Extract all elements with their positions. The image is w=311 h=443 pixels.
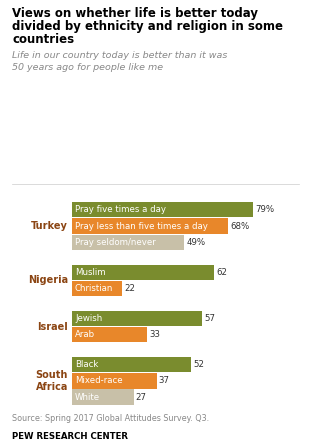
Text: Christian: Christian bbox=[75, 284, 113, 293]
Text: 37: 37 bbox=[159, 377, 170, 385]
Text: 49%: 49% bbox=[186, 238, 206, 247]
Text: Life in our country today is better than it was
50 years ago for people like me: Life in our country today is better than… bbox=[12, 51, 228, 72]
Text: Arab: Arab bbox=[75, 330, 95, 339]
Text: 27: 27 bbox=[136, 392, 147, 402]
Bar bbox=[72, 264, 214, 280]
Text: Source: Spring 2017 Global Attitudes Survey. Q3.: Source: Spring 2017 Global Attitudes Sur… bbox=[12, 414, 210, 423]
Text: Pray five times a day: Pray five times a day bbox=[75, 205, 166, 214]
Text: Israel: Israel bbox=[37, 322, 68, 331]
Text: Views on whether life is better today: Views on whether life is better today bbox=[12, 7, 258, 19]
Text: 62: 62 bbox=[216, 268, 227, 277]
Bar bbox=[72, 218, 228, 234]
Text: Jewish: Jewish bbox=[75, 314, 102, 323]
Text: Muslim: Muslim bbox=[75, 268, 106, 277]
Text: 79%: 79% bbox=[255, 205, 274, 214]
Bar bbox=[72, 202, 253, 218]
Text: divided by ethnicity and religion in some: divided by ethnicity and religion in som… bbox=[12, 20, 283, 33]
Text: 52: 52 bbox=[193, 360, 204, 369]
Bar bbox=[72, 327, 147, 342]
Text: countries: countries bbox=[12, 33, 75, 46]
Text: 57: 57 bbox=[205, 314, 216, 323]
Text: Pray less than five times a day: Pray less than five times a day bbox=[75, 222, 208, 230]
Text: PEW RESEARCH CENTER: PEW RESEARCH CENTER bbox=[12, 432, 128, 441]
Text: Pray seldom/never: Pray seldom/never bbox=[75, 238, 156, 247]
Text: 68%: 68% bbox=[230, 222, 249, 230]
Text: South
Africa: South Africa bbox=[36, 370, 68, 392]
Text: Turkey: Turkey bbox=[31, 221, 68, 231]
Text: Nigeria: Nigeria bbox=[28, 276, 68, 285]
Bar bbox=[72, 373, 156, 389]
Text: Black: Black bbox=[75, 360, 98, 369]
Text: White: White bbox=[75, 392, 100, 402]
Text: 22: 22 bbox=[124, 284, 135, 293]
Bar bbox=[72, 281, 122, 296]
Bar bbox=[72, 389, 133, 405]
Text: Mixed-race: Mixed-race bbox=[75, 377, 123, 385]
Text: 33: 33 bbox=[150, 330, 161, 339]
Bar bbox=[72, 235, 184, 250]
Bar bbox=[72, 357, 191, 372]
Bar bbox=[72, 311, 202, 326]
